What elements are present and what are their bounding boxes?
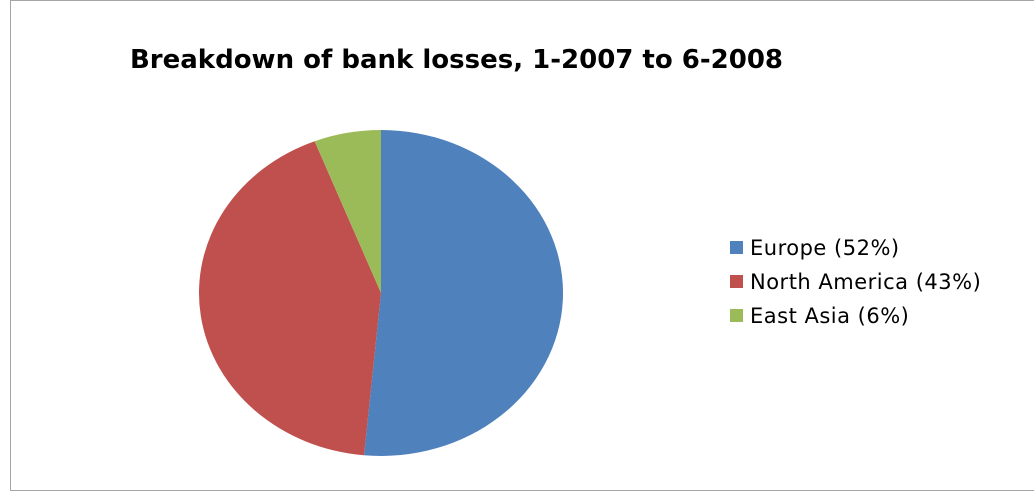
chart-title: Breakdown of bank losses, 1-2007 to 6-20… (129, 45, 784, 75)
legend-label: East Asia (6%) (750, 304, 910, 328)
legend-swatch (730, 275, 743, 288)
legend-label: North America (43%) (750, 270, 982, 294)
legend-swatch (730, 241, 743, 254)
chart-area: Breakdown of bank losses, 1-2007 to 6-20… (10, 0, 1034, 491)
pie-slice-europe (364, 130, 564, 456)
pie-slice-north-america (198, 141, 381, 456)
legend-item: East Asia (6%) (730, 299, 1034, 333)
legend-item: North America (43%) (730, 265, 1034, 299)
legend-swatch (730, 309, 743, 322)
legend: Europe (52%) North America (43%) East Asia… (730, 231, 1034, 333)
legend-label: Europe (52%) (750, 236, 900, 260)
pie-slice-east-asia (314, 130, 381, 293)
pie-chart (198, 130, 564, 456)
legend-item: Europe (52%) (730, 231, 1034, 265)
